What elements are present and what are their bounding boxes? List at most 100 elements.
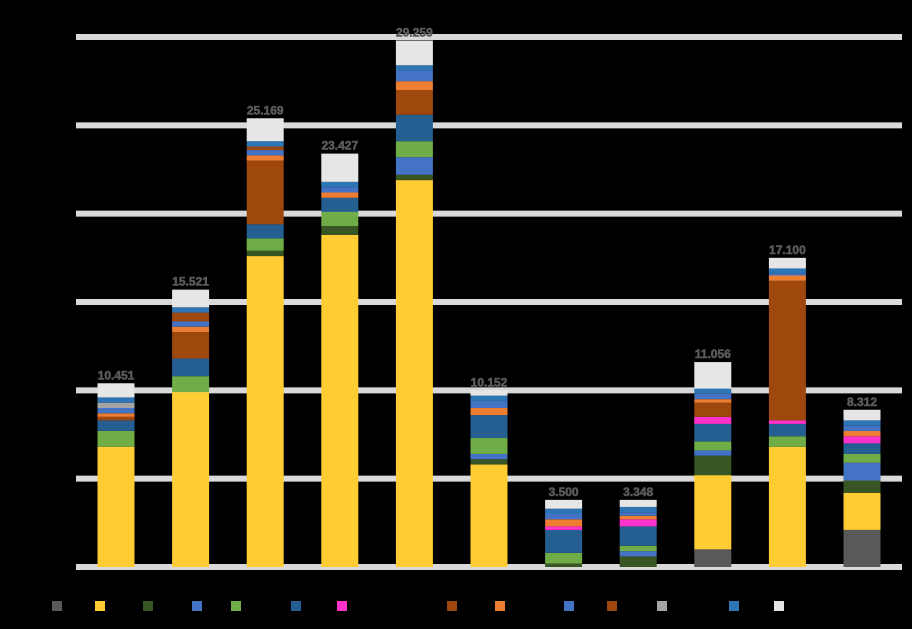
bar-stack [246,118,284,567]
bar-segment [321,181,359,188]
legend-swatch [447,601,457,611]
bar-segment [470,453,508,460]
bar-segment [768,436,806,447]
bar-segment [395,81,433,90]
bar-segment [172,358,210,377]
bar-segment [545,526,583,530]
bar-segment [321,153,359,182]
bar-segment [97,430,135,447]
bar-segment [694,402,732,417]
total-label: 10.152 [471,375,508,389]
bar-segment [768,275,806,281]
bar-segment [768,268,806,274]
legend-swatch [192,601,202,611]
bar-segment [545,563,583,567]
bar-stack [619,499,657,567]
bar-segment [843,436,881,444]
bar-segment [172,289,210,308]
bar-stack [97,383,135,567]
bar-segment [172,376,210,393]
bar-segment [246,141,284,147]
bar-segment [246,224,284,239]
bar-segment [694,549,732,567]
bar-segment [172,321,210,327]
bar-segment [619,515,657,520]
bar-segment [843,420,881,426]
bar-segment [619,551,657,557]
bar-segment [694,423,732,442]
total-label: 23.427 [321,139,358,153]
bar-segment [843,443,881,454]
bar-segment [395,114,433,142]
bar-segment [694,399,732,403]
legend-swatch [95,601,105,611]
bar-segment [321,197,359,212]
bar-stack [768,257,806,567]
bar-segment [619,556,657,567]
legend-swatch [291,601,301,611]
bar-segment [694,450,732,456]
bar-segment [97,397,135,403]
bar-segment [768,273,806,276]
bar-segment [768,420,806,424]
bar-segment [97,446,135,567]
total-label: 17.100 [769,243,806,257]
bar-segment [97,383,135,398]
bar-segment [470,390,508,396]
legend-swatch [774,601,784,611]
bar-segment [843,462,881,481]
bar-segment [545,519,583,527]
bar-segment [694,441,732,451]
bar-segment [97,416,135,421]
bar-stack [321,153,359,567]
legend-swatch [337,601,347,611]
bar-segment [470,415,508,439]
bar-segment [395,180,433,567]
bar-segment [470,395,508,401]
bar-segment [246,238,284,251]
bar-segment [321,211,359,227]
bar-segment [545,514,583,520]
bar-stack [470,390,508,567]
legend-swatch [231,601,241,611]
bar-segment [246,146,284,151]
legend-swatch [143,601,153,611]
bar-segment [172,326,210,333]
bar-segment [470,400,508,408]
bar-segment [172,392,210,567]
bar-segment [619,499,657,507]
bar-segment [843,425,881,431]
bar-segment [843,453,881,463]
bar-segment [694,393,732,400]
bar-segment [843,492,881,530]
total-label: 8.312 [847,395,877,409]
bar-stack [843,409,881,567]
bar-segment [619,545,657,552]
bar-segment [172,312,210,322]
bar-segment [694,362,732,389]
bar-segment [246,155,284,161]
legend-swatch [495,601,505,611]
bar-segment [768,257,806,269]
legend-swatch [657,601,667,611]
bar-segment [395,141,433,158]
bar-segment [694,416,732,424]
bar-segment [843,409,881,421]
bar-segment [395,40,433,66]
total-label: 11.056 [695,347,731,361]
bar-segment [97,402,135,408]
bar-segment [395,65,433,71]
bar-segment [619,519,657,527]
bar-segment [246,118,284,142]
legend-swatch [729,601,739,611]
bar-segment [97,408,135,414]
bar-segment [321,226,359,235]
bar-segment [321,192,359,198]
bar-segment [395,70,433,82]
bar-segment [694,455,732,476]
bar-segment [470,408,508,416]
bar-segment [395,174,433,181]
total-label: 3.500 [549,485,579,499]
